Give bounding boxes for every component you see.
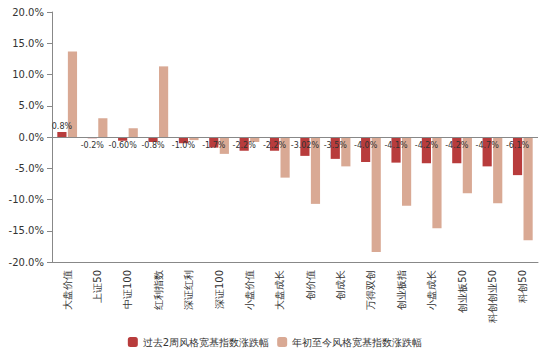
svg-text:年初至今风格宽基指数涨跌幅: 年初至今风格宽基指数涨跌幅 [292, 337, 422, 348]
svg-text:-4.0%: -4.0% [354, 141, 378, 150]
svg-text:-4.7%: -4.7% [476, 141, 500, 150]
svg-text:大盘成长: 大盘成长 [274, 270, 285, 310]
svg-text:20.0%: 20.0% [12, 7, 44, 18]
svg-text:-1.7%: -1.7% [202, 141, 226, 150]
svg-text:科创50: 科创50 [517, 270, 528, 303]
svg-text:上证50: 上证50 [92, 270, 103, 303]
svg-text:科创创业50: 科创创业50 [487, 270, 498, 323]
svg-text:创业板指: 创业板指 [396, 270, 407, 310]
svg-text:中证100: 中证100 [122, 270, 133, 309]
svg-text:-0.2%: -0.2% [81, 141, 105, 150]
svg-text:过去2周风格宽基指数涨跌幅: 过去2周风格宽基指数涨跌幅 [143, 337, 269, 348]
svg-text:-3.5%: -3.5% [324, 141, 348, 150]
svg-text:红利指数: 红利指数 [153, 270, 164, 310]
svg-text:-10.0%: -10.0% [9, 194, 44, 205]
svg-text:创业板50: 创业板50 [457, 270, 468, 313]
svg-text:万得双创: 万得双创 [365, 270, 376, 310]
svg-text:-0.8%: -0.8% [141, 141, 165, 150]
svg-text:-4.2%: -4.2% [445, 141, 469, 150]
svg-text:-20.0%: -20.0% [9, 257, 44, 268]
svg-text:小盘价值: 小盘价值 [244, 270, 255, 310]
svg-text:-1.0%: -1.0% [172, 141, 196, 150]
svg-text:-5.0%: -5.0% [15, 163, 44, 174]
svg-text:10.0%: 10.0% [12, 69, 44, 80]
svg-text:创价值: 创价值 [305, 270, 316, 300]
svg-text:5.0%: 5.0% [19, 100, 44, 111]
svg-text:-4.2%: -4.2% [415, 141, 439, 150]
svg-text:-3.02%: -3.02% [291, 141, 320, 150]
svg-text:0.8%: 0.8% [52, 122, 73, 131]
svg-text:15.0%: 15.0% [12, 38, 44, 49]
svg-text:-15.0%: -15.0% [9, 225, 44, 236]
svg-text:0.0%: 0.0% [19, 132, 44, 143]
svg-text:-2.2%: -2.2% [263, 141, 287, 150]
svg-text:-2.2%: -2.2% [233, 141, 257, 150]
svg-text:深证红利: 深证红利 [183, 270, 194, 310]
svg-text:-0.60%: -0.60% [109, 141, 138, 150]
svg-text:深证100: 深证100 [214, 270, 225, 309]
svg-text:大盘价值: 大盘价值 [62, 270, 73, 310]
svg-text:小盘成长: 小盘成长 [426, 270, 437, 310]
svg-text:创成长: 创成长 [335, 270, 346, 300]
svg-text:-4.1%: -4.1% [384, 141, 408, 150]
svg-text:-6.1%: -6.1% [506, 141, 530, 150]
